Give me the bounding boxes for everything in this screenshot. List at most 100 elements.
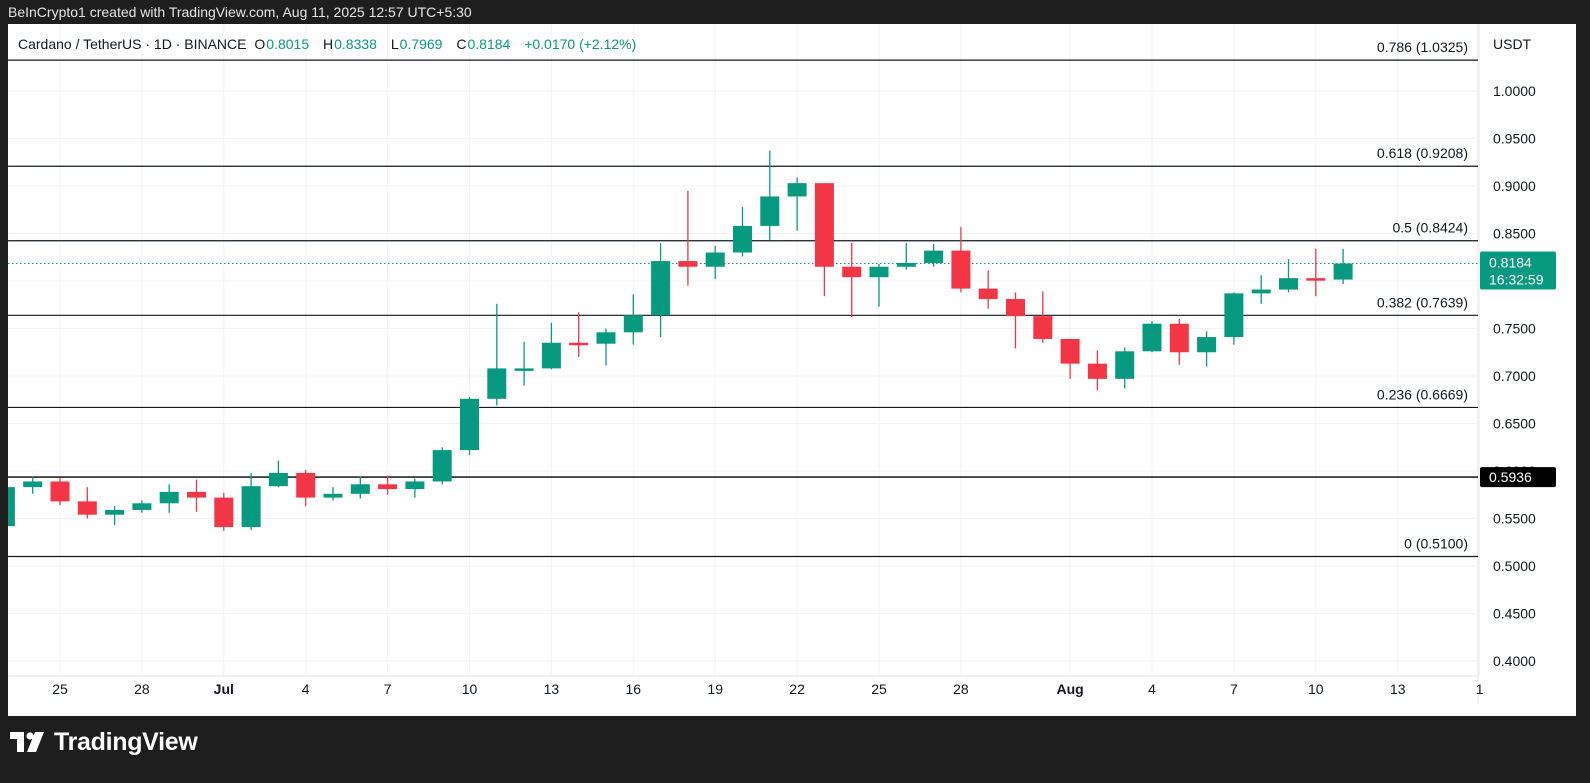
candle-body [1224,293,1244,338]
symbol-title[interactable]: Cardano / TetherUS · 1D · BINANCE [18,36,247,52]
y-tick-label: 0.7500 [1493,321,1536,337]
line-tag-text: 0.5936 [1489,469,1532,485]
fib-level-label: 0.236 (0.6669) [1377,386,1468,402]
candle-body [187,491,206,498]
candle-body [1006,299,1025,317]
candle-body [596,332,616,344]
candle-body [541,342,561,369]
high-label: H [323,36,334,52]
tradingview-brand: TradingView [54,727,198,756]
candle-body [268,472,288,487]
candle-body [241,486,261,528]
candle-body [1060,338,1080,364]
candle-body [924,250,944,263]
x-tick-label: 4 [1148,681,1156,697]
fib-level-label: 0.382 (0.7639) [1377,294,1468,310]
price-tag-value: 0.8184 [1489,255,1532,271]
x-tick-label: 22 [789,681,805,697]
candle-body [1251,289,1271,294]
candle-body [951,250,971,289]
price-tag-countdown: 16:32:59 [1489,272,1544,288]
fib-level-label: 0.5 (0.8424) [1393,220,1469,236]
fibonacci-levels: 0.786 (1.0325) 0.618 (0.9208) 0.5 (0.8424)… [8,39,1478,558]
candle-body [405,481,425,490]
candle-body [1169,323,1189,353]
candle-body [814,183,834,267]
candlestick-chart[interactable]: 25 28 Jul 4 7 10 13 16 19 22 25 28 Aug 4 7 10 13 1 1.0000… [8,24,1576,716]
candle-body [132,503,152,510]
x-tick-label: 28 [134,681,150,697]
candle-body [350,484,370,494]
candle-body [1197,337,1217,353]
y-tick-label: 0.6500 [1493,416,1536,432]
candle-body [678,261,698,267]
high-value: 0.8338 [334,36,377,52]
x-tick-label: 16 [626,681,642,697]
x-tick-label: 10 [1308,681,1324,697]
candle-body [460,398,479,451]
x-tick-label: 13 [1390,681,1406,697]
candle-body [105,509,125,515]
currency-label[interactable]: USDT [1493,36,1532,52]
candle-body [50,481,70,502]
candle-body [569,342,589,346]
candle-body [869,266,889,278]
symbol-legend: Cardano / TetherUS · 1D · BINANCE O0.801… [18,36,646,52]
x-tick-label: 13 [544,681,560,697]
candle-body [296,472,316,498]
y-tick-label: 0.9000 [1493,178,1536,194]
x-tick-label: 19 [707,681,723,697]
candle-body [760,196,780,226]
tradingview-footer: TradingView [10,725,198,759]
y-tick-label: 0.4000 [1493,653,1536,669]
candles [8,150,1353,531]
x-tick-label: 7 [1230,681,1238,697]
fib-level-label: 0.618 (0.9208) [1377,145,1468,161]
candle-body [323,493,343,498]
candle-body [23,481,43,488]
candle-body [432,450,452,482]
x-tick-label: 1 [1476,681,1484,697]
tradingview-logo-icon [10,732,44,752]
candle-body [787,183,807,197]
candle-body [1033,316,1053,339]
candle-body [487,368,507,399]
x-tick-label: Aug [1056,681,1083,697]
chart-panel[interactable]: 25 28 Jul 4 7 10 13 16 19 22 25 28 Aug 4 7 10 13 1 1.0000… [8,24,1576,716]
candle-body [1115,351,1135,379]
fib-level-label: 0 (0.5100) [1404,536,1468,552]
chart-credit: BeInCrypto1 created with TradingView.com… [8,4,472,20]
x-tick-label: Jul [214,681,234,697]
y-tick-label: 0.7000 [1493,368,1536,384]
candle-body [514,368,534,371]
open-label: O [254,36,266,52]
candle-body [1333,263,1353,280]
y-tick-label: 0.8500 [1493,226,1536,242]
candle-body [651,261,671,316]
candle-body [214,497,234,528]
price-tag-box [1480,251,1556,290]
candle-body [1087,363,1107,379]
candle-body [159,491,179,504]
candle-body [1142,323,1162,352]
fib-level-label: 0.786 (1.0325) [1377,39,1468,55]
y-tick-label: 0.4500 [1493,606,1536,622]
y-tick-label: 1.0000 [1493,83,1536,99]
grid-lines [8,24,1481,704]
x-tick-label: 10 [462,681,478,697]
candle-body [378,484,398,490]
low-label: L [390,36,399,52]
x-axis: 25 28 Jul 4 7 10 13 16 19 22 25 28 Aug 4 7 10 13 1 [52,681,1483,697]
candle-body [896,262,916,267]
x-tick-label: 28 [953,681,969,697]
candle-body [705,252,725,267]
candle-body [8,487,15,527]
candle-body [1306,278,1326,281]
change-value: +0.0170 (+2.12%) [524,36,637,52]
x-tick-label: 4 [302,681,310,697]
candle-body [978,288,998,300]
x-tick-label: 25 [871,681,887,697]
candle-body [733,225,752,253]
y-tick-label: 0.9500 [1493,131,1536,147]
